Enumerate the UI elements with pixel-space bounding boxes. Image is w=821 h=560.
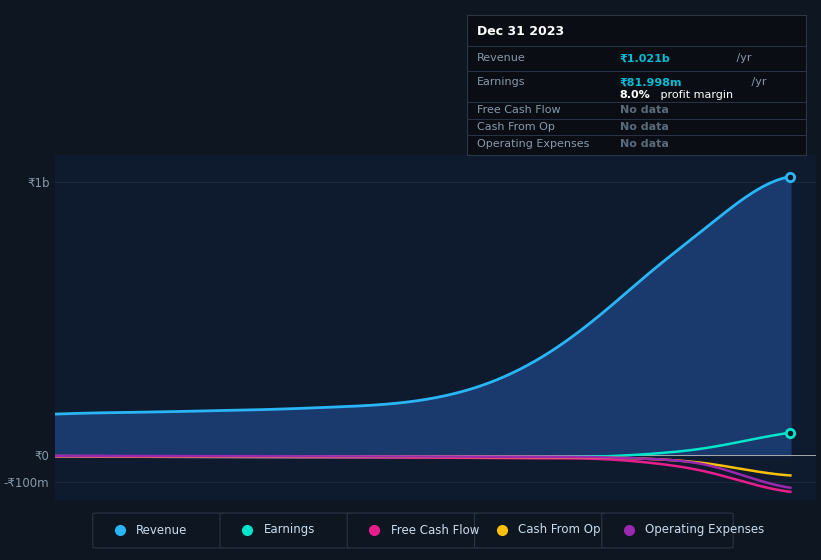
Text: Revenue: Revenue [477,53,526,63]
FancyBboxPatch shape [475,513,606,548]
Text: No data: No data [620,139,668,149]
FancyBboxPatch shape [220,513,351,548]
FancyBboxPatch shape [93,513,224,548]
Text: /yr: /yr [749,77,767,87]
Text: No data: No data [620,105,668,115]
Text: Dec 31 2023: Dec 31 2023 [477,25,564,38]
Text: 8.0%: 8.0% [620,90,650,100]
Text: ₹1.021b: ₹1.021b [620,53,670,63]
Text: Revenue: Revenue [136,524,188,536]
Text: Free Cash Flow: Free Cash Flow [477,105,561,115]
Text: /yr: /yr [733,53,751,63]
FancyBboxPatch shape [347,513,479,548]
Text: Earnings: Earnings [477,77,525,87]
Text: Free Cash Flow: Free Cash Flow [391,524,479,536]
Text: profit margin: profit margin [657,90,733,100]
Text: Operating Expenses: Operating Expenses [477,139,589,149]
Text: ₹81.998m: ₹81.998m [620,77,682,87]
Text: Cash From Op: Cash From Op [518,524,600,536]
Text: Earnings: Earnings [264,524,315,536]
Text: Cash From Op: Cash From Op [477,122,555,132]
Text: Operating Expenses: Operating Expenses [645,524,764,536]
FancyBboxPatch shape [602,513,733,548]
Text: No data: No data [620,122,668,132]
